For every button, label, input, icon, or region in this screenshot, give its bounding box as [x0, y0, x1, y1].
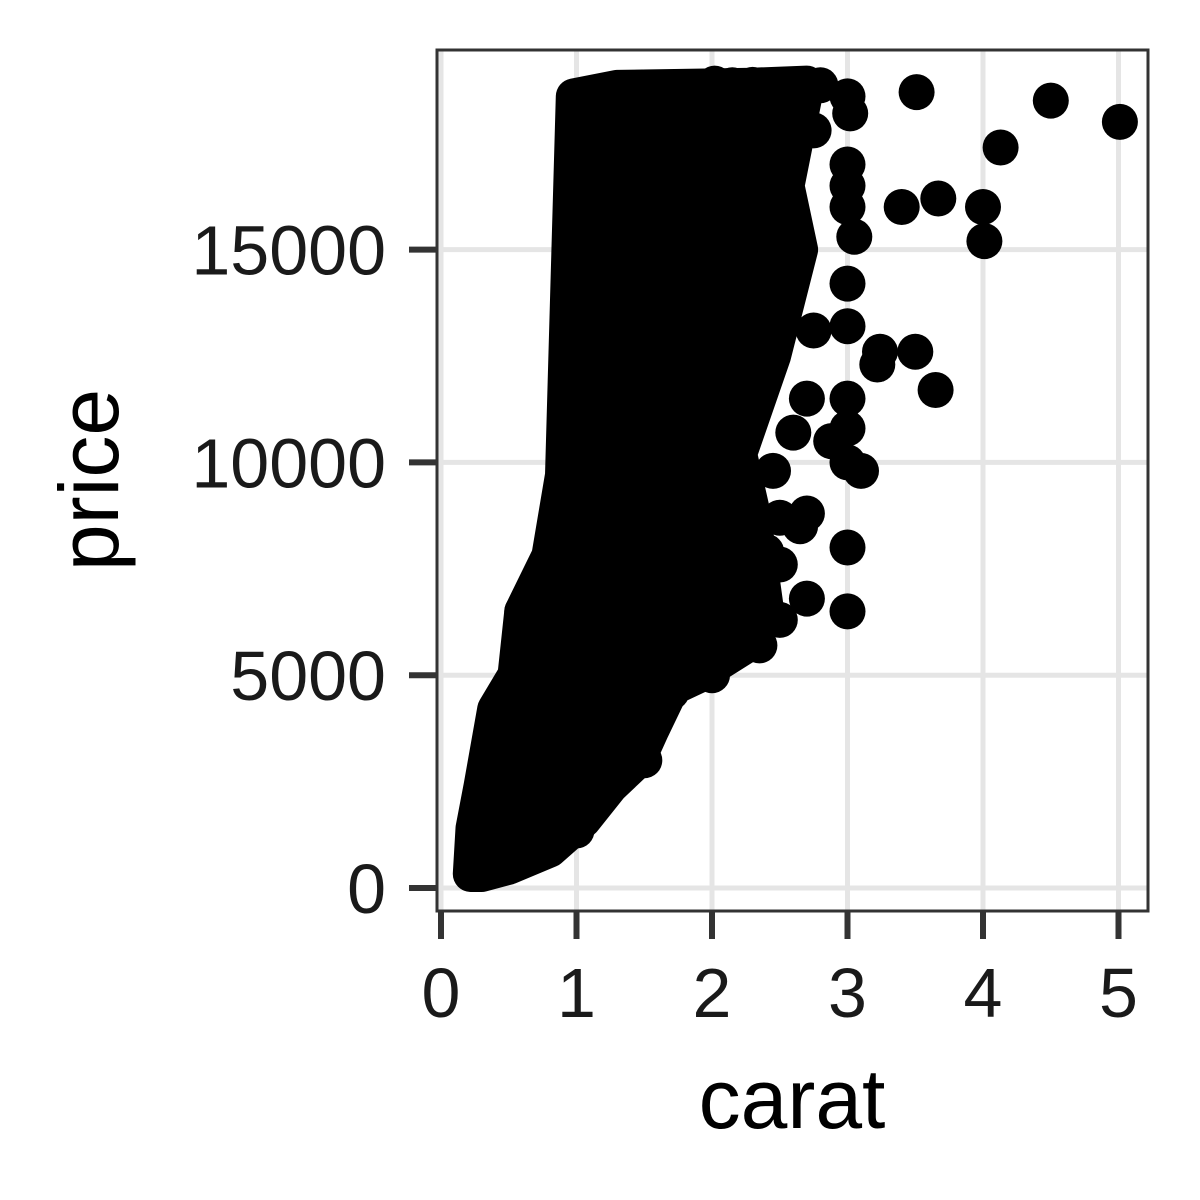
- x-tick-label: 0: [422, 954, 461, 1032]
- data-point: [558, 812, 595, 849]
- data-point: [694, 657, 730, 694]
- data-point: [454, 856, 491, 892]
- data-point: [626, 742, 663, 779]
- data-point: [531, 538, 568, 574]
- data-point: [1032, 82, 1069, 119]
- x-axis-title: carat: [699, 1052, 886, 1146]
- data-points: [452, 65, 1138, 892]
- data-point: [966, 223, 1003, 260]
- data-point: [843, 452, 879, 489]
- y-tick-label: 5000: [230, 637, 386, 715]
- data-point: [788, 580, 825, 617]
- data-point: [862, 333, 898, 370]
- data-point: [734, 66, 771, 103]
- data-point: [545, 461, 581, 498]
- data-point: [795, 312, 832, 349]
- x-axis: 0 1 2 3 4 5: [422, 911, 1138, 1032]
- data-point: [829, 308, 866, 345]
- data-point: [802, 67, 839, 104]
- data-point: [463, 814, 500, 851]
- x-tick-label: 5: [1099, 954, 1138, 1032]
- data-point: [829, 265, 866, 302]
- data-point: [775, 414, 812, 451]
- data-point: [1101, 103, 1138, 140]
- x-tick-label: 4: [964, 954, 1003, 1032]
- data-point: [829, 529, 866, 566]
- data-point: [832, 95, 869, 132]
- data-point: [761, 546, 798, 583]
- data-point: [982, 129, 1019, 166]
- y-tick-label: 0: [347, 850, 386, 928]
- data-point: [897, 333, 934, 370]
- y-axis-title: price: [42, 389, 136, 571]
- data-point: [829, 593, 866, 630]
- data-point: [741, 627, 778, 664]
- data-point: [965, 189, 1001, 225]
- data-point: [761, 69, 798, 105]
- data-point: [782, 508, 819, 545]
- data-point: [883, 189, 920, 225]
- y-tick-label: 10000: [191, 424, 386, 502]
- data-point: [504, 593, 541, 630]
- y-tick-label: 15000: [191, 212, 386, 290]
- dense-point-cloud: [452, 65, 825, 892]
- data-point: [898, 74, 935, 111]
- panel-border: [435, 48, 1150, 913]
- data-point: [761, 601, 798, 638]
- x-tick-label: 1: [557, 954, 596, 1032]
- x-tick-label: 2: [693, 954, 732, 1032]
- data-point: [795, 112, 832, 149]
- data-point: [755, 452, 791, 489]
- data-point: [920, 180, 957, 217]
- x-tick-label: 3: [828, 954, 867, 1032]
- data-point: [477, 767, 514, 804]
- y-axis: 0 5000 10000 15000: [191, 212, 437, 928]
- data-point: [829, 380, 866, 417]
- data-point: [788, 380, 825, 417]
- data-point: [829, 189, 866, 225]
- data-point: [917, 372, 954, 408]
- data-point: [653, 674, 690, 711]
- data-point: [836, 218, 873, 255]
